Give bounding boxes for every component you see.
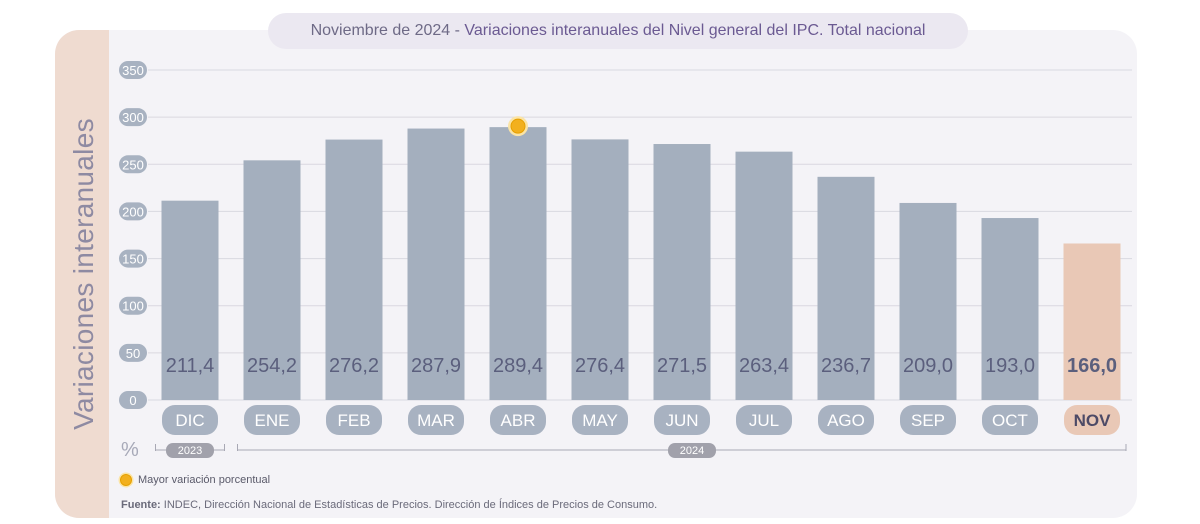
x-tick-label: SEP xyxy=(911,411,945,430)
x-tick-label: FEB xyxy=(337,411,370,430)
bar-nov xyxy=(1063,243,1121,400)
x-tick-badge xyxy=(490,405,546,435)
x-tick-label: NOV xyxy=(1074,411,1112,430)
legend-label: Mayor variación porcentual xyxy=(138,474,271,486)
year-badge xyxy=(668,443,716,458)
y-tick-badge xyxy=(119,391,147,409)
y-tick-badge xyxy=(119,343,147,362)
bar-jul xyxy=(735,151,793,400)
x-tick-label: JUN xyxy=(665,411,698,430)
bar-ago xyxy=(817,176,875,400)
legend: Mayor variación porcentual xyxy=(120,474,270,486)
x-tick-label: DIC xyxy=(175,411,204,430)
x-tick-label: OCT xyxy=(992,411,1028,430)
chart-title: Noviembre de 2024 - Variaciones interanu… xyxy=(268,13,968,49)
x-tick-badge xyxy=(244,405,300,435)
y-tick-badge xyxy=(119,61,147,79)
highlight-marker-icon xyxy=(120,474,132,486)
y-tick-label: 150 xyxy=(122,252,144,267)
chart-title-date: Noviembre de 2024 xyxy=(310,22,451,39)
x-tick-badge xyxy=(162,405,218,435)
x-tick-badge xyxy=(982,405,1038,435)
y-tick-label: 0 xyxy=(129,393,136,408)
data-label: 193,0 xyxy=(985,355,1035,377)
source-label: Fuente: xyxy=(121,499,161,511)
bar-jun xyxy=(653,144,711,400)
y-tick-badge xyxy=(119,249,147,268)
x-tick-label: JUL xyxy=(749,411,779,430)
x-tick-badge xyxy=(654,405,710,435)
data-label: 287,9 xyxy=(411,355,461,377)
chart-title-main: Variaciones interanuales del Nivel gener… xyxy=(464,22,926,39)
x-tick-badge xyxy=(408,405,464,435)
source-text: INDEC, Dirección Nacional de Estadística… xyxy=(160,499,658,511)
bar-mar xyxy=(407,128,465,400)
data-label: 263,4 xyxy=(739,355,789,377)
data-label: 211,4 xyxy=(166,355,215,377)
chart-title-separator: - xyxy=(450,22,465,39)
x-tick-badge xyxy=(1064,405,1120,435)
source-note: Fuente: INDEC, Dirección Nacional de Est… xyxy=(121,499,657,511)
data-label: 254,2 xyxy=(247,355,297,377)
data-label: 276,4 xyxy=(575,355,625,377)
year-label: 2023 xyxy=(178,445,202,457)
y-tick-label: 350 xyxy=(122,63,144,78)
bar-sep xyxy=(899,202,957,400)
bar-ene xyxy=(243,160,301,400)
bar-dic xyxy=(161,200,219,400)
y-tick-label: 300 xyxy=(122,110,144,125)
data-label: 209,0 xyxy=(903,355,953,377)
y-tick-badge xyxy=(119,108,147,127)
y-axis-label-band xyxy=(55,30,109,518)
data-label: 289,4 xyxy=(493,355,543,377)
x-tick-label: ENE xyxy=(255,411,290,430)
y-tick-badge xyxy=(119,202,147,221)
data-label: 166,0 xyxy=(1067,355,1117,377)
y-tick-badge xyxy=(119,296,147,315)
bar-feb xyxy=(325,139,383,400)
y-tick-label: 200 xyxy=(122,204,144,219)
data-label: 276,2 xyxy=(329,355,379,377)
bar-may xyxy=(571,139,629,400)
bar-abr xyxy=(489,127,547,400)
x-tick-badge xyxy=(736,405,792,435)
y-tick-label: 250 xyxy=(122,157,144,172)
bar-oct xyxy=(981,218,1039,400)
year-badge xyxy=(166,443,214,458)
y-unit-label: % xyxy=(121,439,139,461)
highlight-marker xyxy=(510,118,526,134)
x-tick-badge xyxy=(818,405,874,435)
y-tick-label: 100 xyxy=(122,299,144,314)
data-label: 236,7 xyxy=(821,355,871,377)
x-tick-label: MAY xyxy=(582,411,618,430)
x-tick-label: MAR xyxy=(417,411,455,430)
x-tick-badge xyxy=(900,405,956,435)
data-label: 271,5 xyxy=(657,355,707,377)
y-tick-badge xyxy=(119,155,147,174)
x-tick-badge xyxy=(326,405,382,435)
year-label: 2024 xyxy=(680,445,704,457)
x-tick-label: AGO xyxy=(827,411,865,430)
x-tick-label: ABR xyxy=(501,411,536,430)
y-tick-label: 50 xyxy=(126,346,140,361)
x-tick-badge xyxy=(572,405,628,435)
